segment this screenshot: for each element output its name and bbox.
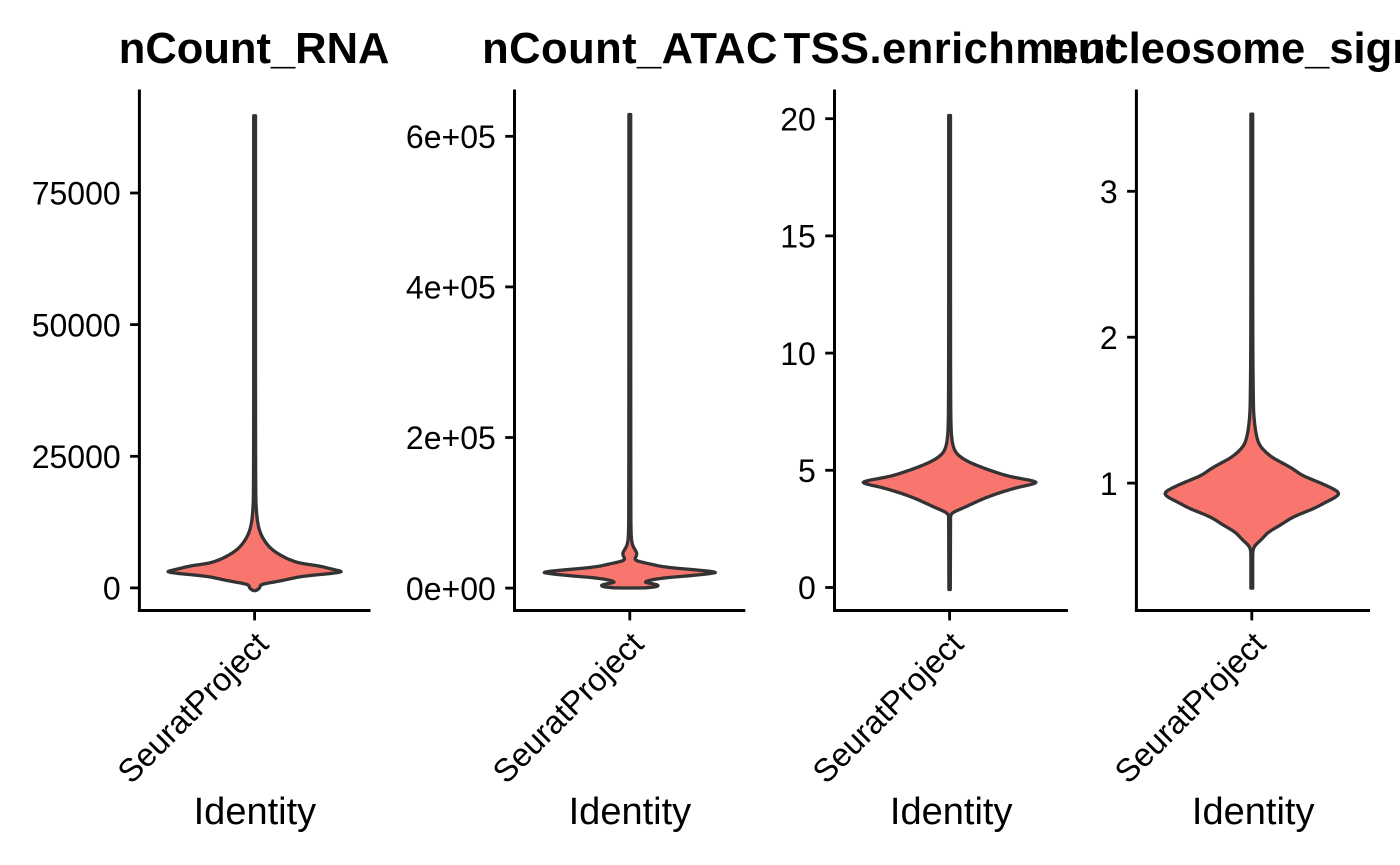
svg-text:nCount_ATAC: nCount_ATAC <box>482 25 778 73</box>
svg-text:0: 0 <box>798 570 816 606</box>
svg-text:6e+05: 6e+05 <box>406 119 496 155</box>
svg-text:nCount_RNA: nCount_RNA <box>119 25 390 73</box>
svg-text:Identity: Identity <box>194 791 317 833</box>
svg-text:2e+05: 2e+05 <box>406 420 496 456</box>
svg-text:20: 20 <box>780 101 816 137</box>
svg-text:5: 5 <box>798 453 816 489</box>
svg-text:15: 15 <box>780 219 816 255</box>
svg-text:50000: 50000 <box>32 307 121 343</box>
svg-text:25000: 25000 <box>32 439 121 475</box>
svg-text:Identity: Identity <box>569 791 692 833</box>
svg-text:0e+00: 0e+00 <box>406 571 496 607</box>
svg-text:3: 3 <box>1100 174 1118 210</box>
svg-text:2: 2 <box>1100 320 1118 356</box>
svg-text:10: 10 <box>780 336 816 372</box>
svg-text:75000: 75000 <box>32 176 121 212</box>
svg-text:1: 1 <box>1100 466 1118 502</box>
svg-text:4e+05: 4e+05 <box>406 270 496 306</box>
svg-text:0: 0 <box>103 571 121 607</box>
svg-text:Identity: Identity <box>890 791 1013 833</box>
svg-text:nucleosome_signal: nucleosome_signal <box>1051 25 1400 73</box>
svg-text:Identity: Identity <box>1192 791 1315 833</box>
svg-text:TSS.enrichment: TSS.enrichment <box>784 25 1121 73</box>
